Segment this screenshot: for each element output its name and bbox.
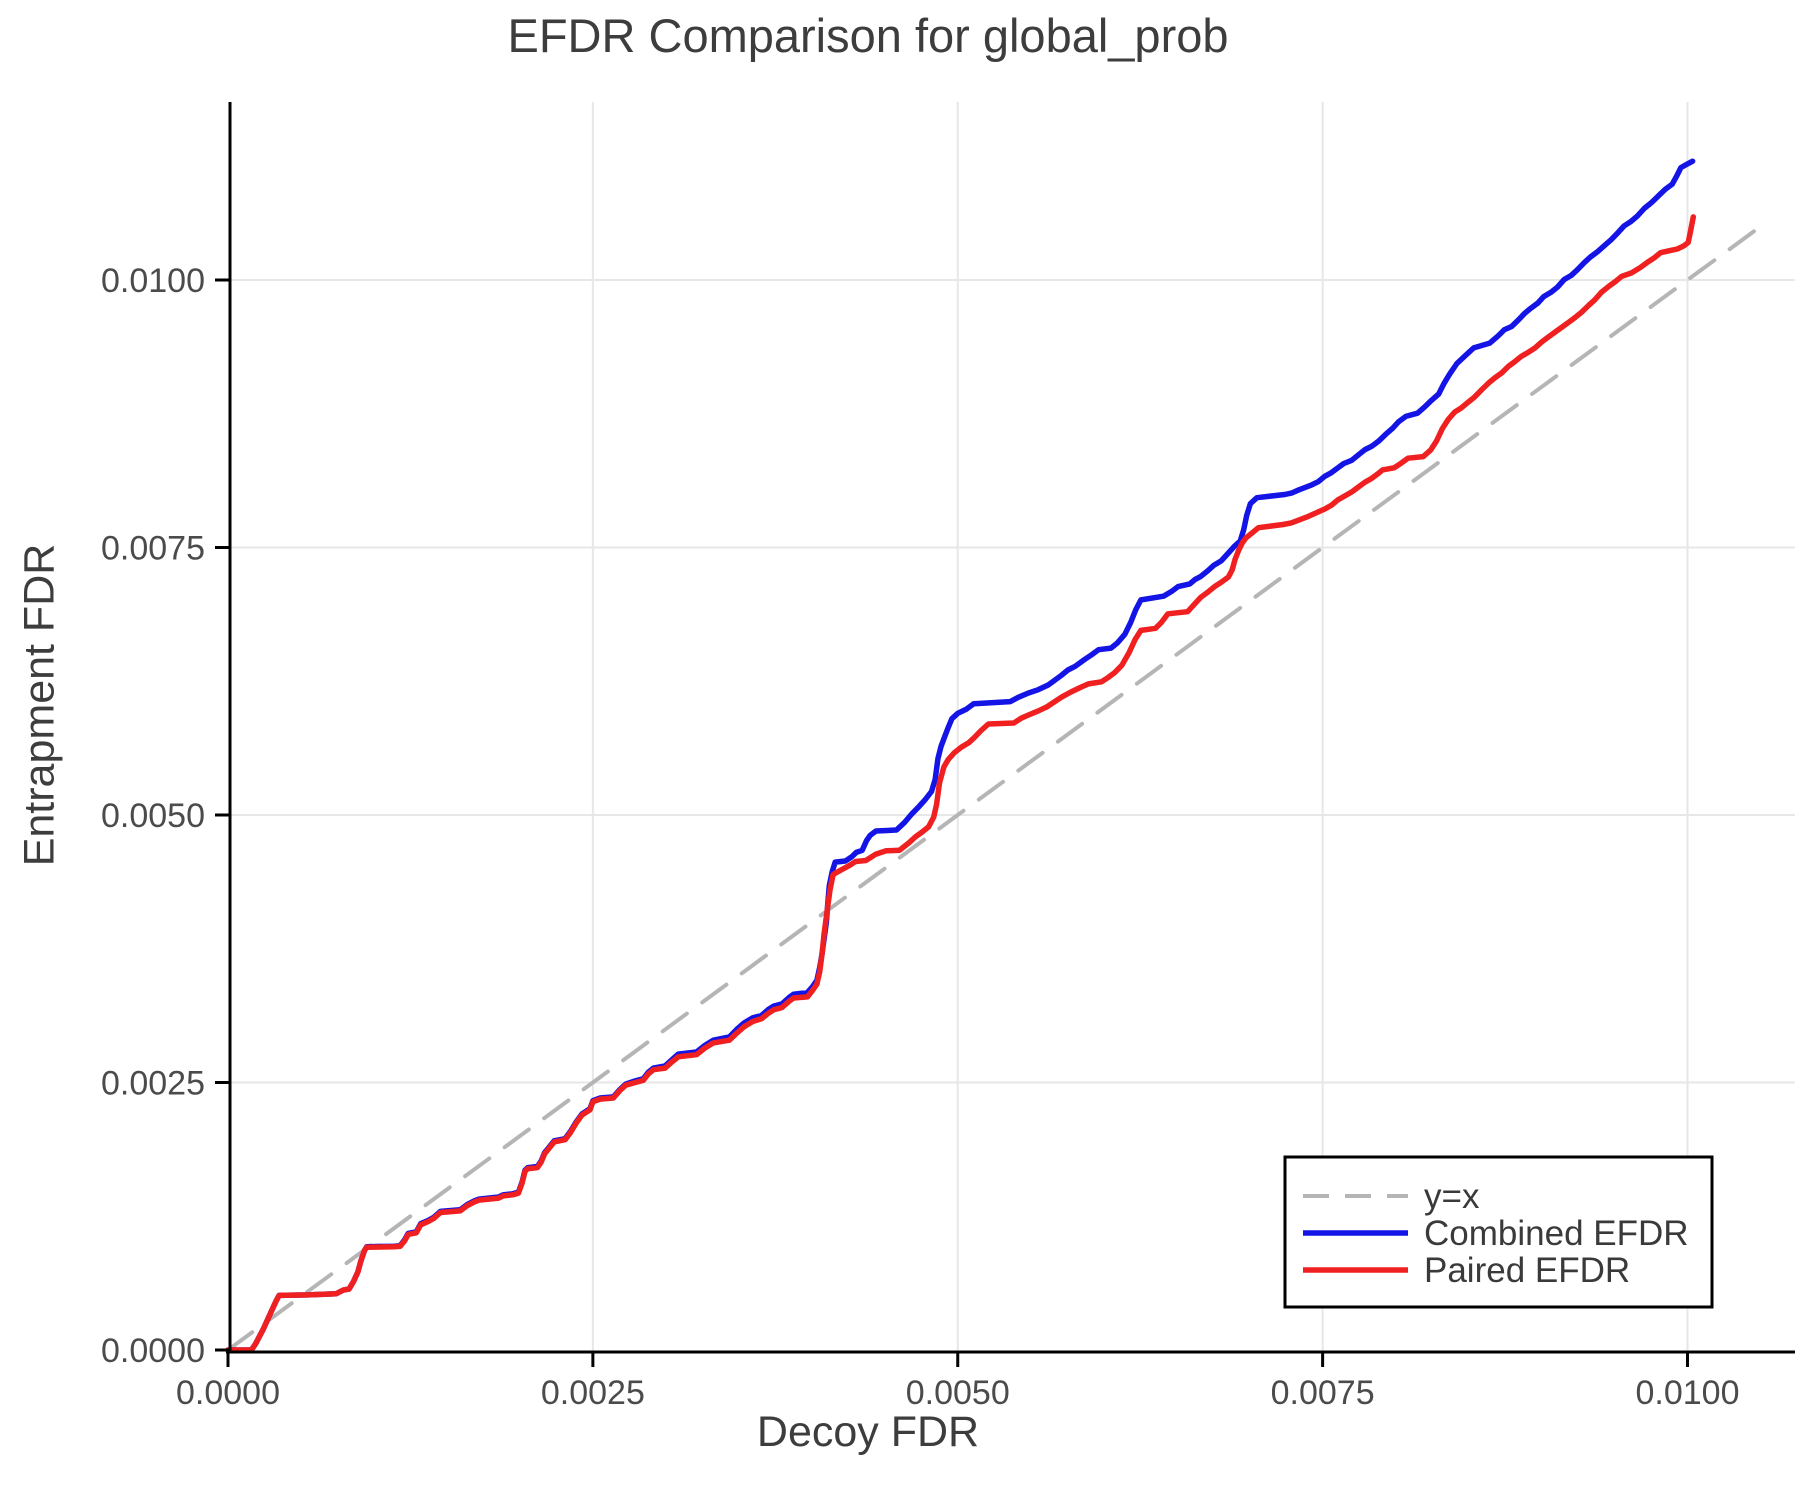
y-axis-label: Entrapment FDR xyxy=(15,543,64,867)
legend-label: y=x xyxy=(1424,1177,1480,1216)
chart-title: EFDR Comparison for global_prob xyxy=(507,9,1229,62)
legend-label: Combined EFDR xyxy=(1424,1214,1689,1253)
x-axis-label: Decoy FDR xyxy=(756,1408,980,1456)
y-tick-label: 0.0100 xyxy=(101,262,205,300)
legend-label: Paired EFDR xyxy=(1424,1251,1630,1290)
series-paired-efdr xyxy=(225,214,1697,1353)
series-y-x xyxy=(226,228,1757,1352)
y-tick-label: 0.0000 xyxy=(101,1332,205,1370)
x-tick-label: 0.0025 xyxy=(541,1374,645,1412)
x-tick-label: 0.0000 xyxy=(176,1374,280,1412)
x-tick-label: 0.0075 xyxy=(1271,1374,1375,1412)
x-tick-label: 0.0050 xyxy=(906,1374,1010,1412)
y-tick-label: 0.0025 xyxy=(101,1065,205,1103)
x-tick-label: 0.0100 xyxy=(1636,1374,1740,1412)
y-tick-label: 0.0050 xyxy=(101,797,205,835)
y-tick-label: 0.0075 xyxy=(101,530,205,568)
